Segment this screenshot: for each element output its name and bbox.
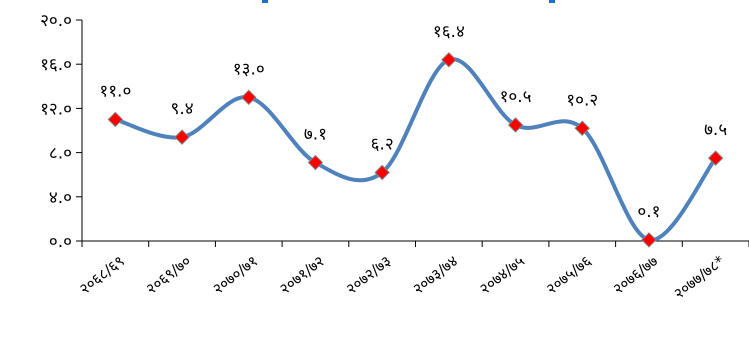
x-ticks: २०६८/६९ २०६९/७० २०७०/७१ २०७१/७२ २०७२/७३ २०७३/… (76, 241, 749, 303)
x-tick-label: २०७७/७८* (670, 252, 728, 303)
data-point-marker (441, 52, 457, 68)
x-tick-label: २०७४/७५ (476, 252, 528, 298)
series-line (113, 57, 718, 242)
data-point-marker (641, 232, 657, 248)
data-label: १३.० (233, 59, 265, 79)
y-tick-label: ०.० (49, 232, 72, 252)
data-labels: ११.० ९.४ १३.० ७.१ ६.२ १६.४ १०.५ १०.२ ०.१ ७.५ (99, 22, 727, 222)
x-tick-label: २०७०/७१ (209, 252, 261, 298)
data-label: ११.० (99, 81, 131, 101)
title-fragment-left (262, 0, 268, 3)
y-ticks: ०.० ४.० ८.० १२.० १६.० २०.० (40, 11, 82, 252)
data-label: ९.४ (171, 99, 194, 119)
x-tick-label: २०६९/७० (143, 252, 195, 298)
data-point-marker (307, 154, 324, 171)
chart-title-fragments (262, 0, 555, 3)
x-tick-label: २०६८/६९ (76, 252, 128, 298)
data-point-marker (107, 111, 124, 128)
x-tick-label: २०७२/७३ (343, 252, 395, 298)
data-label: ७.५ (704, 120, 727, 140)
title-fragment-right (549, 0, 555, 3)
y-tick-label: १६.० (40, 55, 72, 75)
data-point-marker (507, 117, 524, 133)
data-markers (107, 52, 724, 248)
data-label: १०.५ (500, 87, 532, 107)
data-point-marker (174, 129, 190, 145)
x-tick-label: २०७१/७२ (276, 252, 328, 298)
data-label: ०.१ (637, 202, 660, 222)
data-label: १०.२ (566, 90, 598, 110)
y-tick-label: ८.० (49, 144, 72, 164)
y-tick-label: १२.० (40, 99, 72, 119)
data-label: ६.२ (371, 134, 394, 154)
data-point-marker (374, 164, 390, 181)
x-tick-label: २०७३/७४ (409, 252, 461, 298)
data-point-marker (707, 150, 724, 166)
x-tick-label: २०७६/७७ (609, 252, 661, 298)
x-tick-label: २०७५/७६ (543, 252, 595, 298)
data-point-marker (241, 89, 257, 106)
data-label: १६.४ (433, 22, 465, 42)
data-point-marker (574, 120, 590, 136)
y-tick-label: २०.० (40, 11, 72, 31)
data-label: ७.१ (304, 125, 327, 145)
y-tick-label: ४.० (49, 188, 72, 208)
